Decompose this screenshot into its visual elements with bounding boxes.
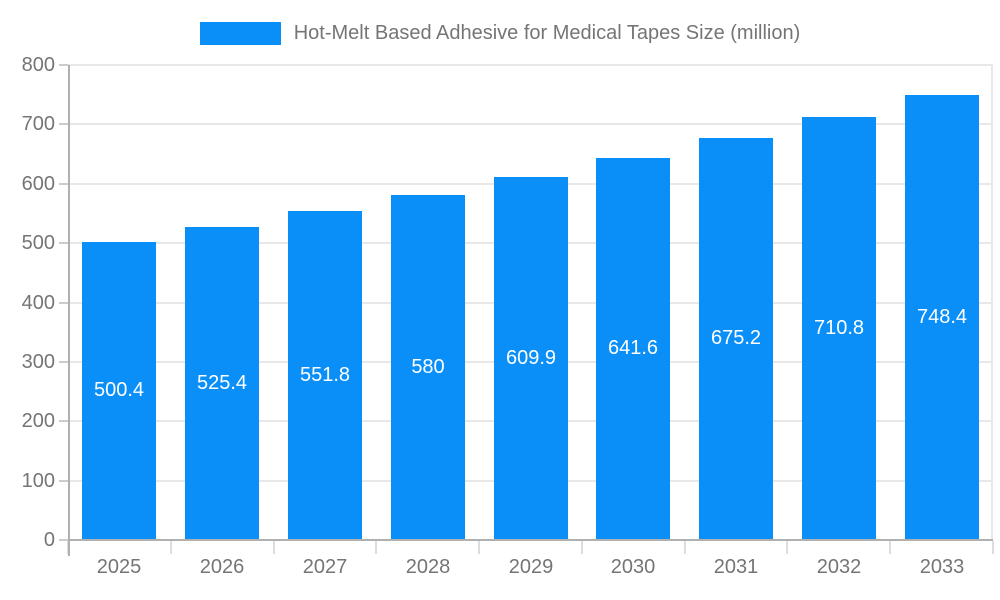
y-axis-tick-label: 100	[21, 469, 55, 492]
x-axis-category-label: 2032	[816, 556, 862, 578]
y-axis-tick-label: 400	[21, 291, 55, 314]
bar-value-label: 609.9	[505, 346, 557, 369]
bar-2029[interactable]: 609.9	[494, 177, 568, 539]
x-axis-category-label: 2028	[405, 556, 451, 578]
x-axis-tick	[786, 541, 788, 554]
x-axis-tick	[684, 541, 686, 554]
x-axis-tick	[170, 541, 172, 554]
bar-value-label: 748.4	[916, 305, 968, 328]
y-axis-tick	[59, 64, 68, 66]
bar-2026[interactable]: 525.4	[185, 227, 259, 539]
bar-value-label: 675.2	[710, 327, 762, 349]
bar-2031[interactable]: 675.2	[699, 138, 773, 539]
y-axis-tick	[59, 539, 68, 541]
x-axis-tick	[581, 541, 583, 554]
x-axis-category-label: 2033	[919, 556, 965, 578]
bar-2028[interactable]: 580	[391, 195, 465, 539]
y-axis-tick	[59, 123, 68, 126]
y-axis-tick	[59, 479, 68, 482]
bar-2030[interactable]: 641.6	[596, 158, 670, 539]
x-axis-category-label: 2027	[302, 556, 348, 578]
x-axis-category-label: 2030	[610, 556, 656, 578]
plot-right-border	[991, 65, 993, 540]
bar-value-label: 710.8	[813, 316, 865, 339]
chart-legend[interactable]: Hot-Melt Based Adhesive for Medical Tape…	[0, 19, 1000, 47]
bar-value-label: 580	[411, 355, 445, 378]
y-axis-tick-label: 200	[21, 410, 55, 433]
y-axis-tick-label: 500	[21, 232, 55, 255]
x-axis-category-label: 2025	[96, 556, 142, 578]
y-axis-tick	[59, 301, 68, 304]
x-axis-category-label: 2026	[199, 556, 245, 578]
x-axis-category-label: 2031	[713, 556, 759, 578]
bar-value-label: 641.6	[607, 337, 659, 359]
bar-2032[interactable]: 710.8	[802, 117, 876, 539]
legend-label: Hot-Melt Based Adhesive for Medical Tape…	[293, 21, 801, 44]
x-axis-line	[68, 539, 993, 541]
plot-area: 500.4 525.4 551.8 580 609.9 641.6 675.2 710.8 74…	[59, 64, 994, 556]
y-axis-tick-label: 0	[43, 529, 55, 551]
gridline-800	[68, 64, 993, 66]
y-axis-tick	[59, 242, 68, 245]
x-axis-category-label: 2029	[508, 556, 554, 578]
y-axis-tick-label: 800	[21, 54, 55, 76]
y-axis-tick-label: 300	[21, 350, 55, 373]
x-axis-tick	[889, 541, 891, 554]
x-axis-tick	[375, 541, 377, 554]
y-axis-tick	[59, 360, 68, 363]
y-axis-tick-label: 600	[21, 172, 55, 195]
legend-swatch	[199, 21, 281, 45]
x-axis-tick	[478, 541, 480, 554]
bar-value-label: 500.4	[93, 379, 145, 401]
bar-value-label: 525.4	[196, 371, 248, 394]
y-axis-tick	[59, 420, 68, 423]
y-axis-tick-label: 700	[21, 113, 55, 136]
gridline-700	[68, 123, 993, 126]
y-axis-line	[68, 65, 70, 556]
x-axis-tick	[273, 541, 275, 554]
y-axis-tick	[59, 182, 68, 185]
bar-value-label: 551.8	[299, 363, 351, 386]
bar-2025[interactable]: 500.4	[82, 242, 156, 539]
x-axis-tick	[992, 541, 994, 554]
bar-2027[interactable]: 551.8	[288, 211, 362, 539]
bar-2033[interactable]: 748.4	[905, 95, 979, 539]
